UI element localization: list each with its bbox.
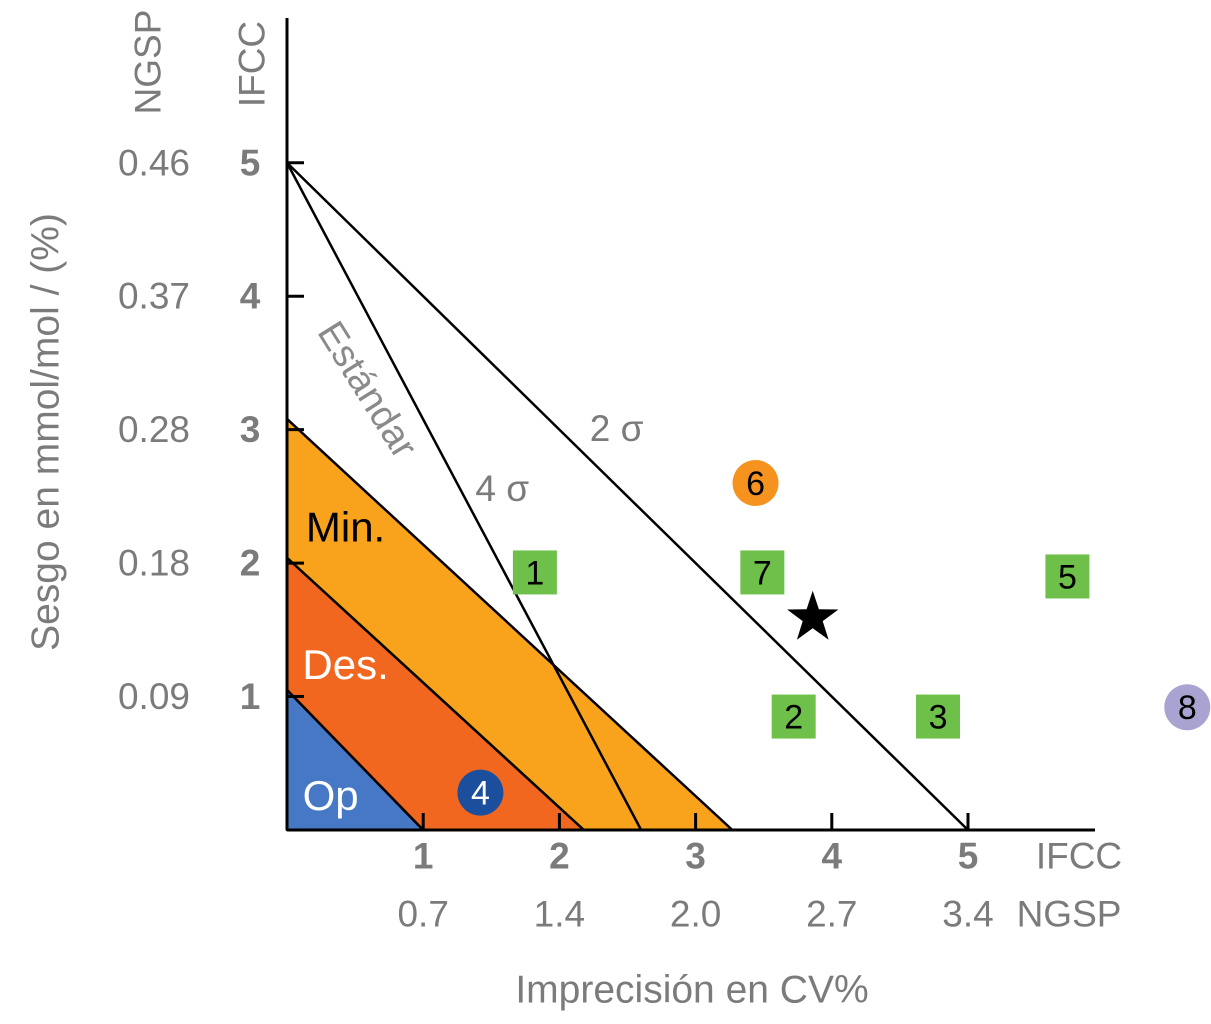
point-8-marker <box>1164 684 1211 731</box>
x-tick-label-ifcc-4: 4 <box>822 836 843 877</box>
y-tick-label-ifcc-3: 3 <box>240 409 261 450</box>
zone-min-label: Min. <box>306 504 385 551</box>
point-7-label: 7 <box>753 554 772 592</box>
x-axis-title: Imprecisión en CV% <box>515 969 868 1012</box>
point-3-marker <box>916 694 961 739</box>
2-sigma-line <box>286 161 969 831</box>
point-4-marker <box>457 769 504 816</box>
x-tick-label-ngsp-3: 2.0 <box>670 894 721 935</box>
y-axis-ifcc-header: IFCC <box>232 21 273 107</box>
x-tick-label-ngsp-1: 0.7 <box>397 894 448 935</box>
point-2-marker <box>771 694 816 739</box>
x-tick-label-ngsp-5: 3.4 <box>942 894 993 935</box>
point-2-label: 2 <box>784 699 803 737</box>
point-6-marker <box>732 460 779 507</box>
x-tick-label-ngsp-2: 1.4 <box>534 894 585 935</box>
point-1-marker <box>512 550 557 595</box>
point-5-marker <box>1045 554 1090 599</box>
y-axis-ngsp-header: NGSP <box>128 10 169 115</box>
x-axis-ngsp-unit-label: NGSP <box>1017 894 1122 935</box>
axes-layer <box>285 18 1095 832</box>
tick-labels-layer: 1 0.7 2 1.4 3 2.0 4 2.7 5 3.4 5 0.46 4 0.37 3 0.28 2 0.18… <box>118 142 994 934</box>
point-7-marker <box>740 550 785 595</box>
point-4-label: 4 <box>471 775 490 813</box>
point-3-label: 3 <box>929 699 948 737</box>
y-tick-label-ifcc-4: 4 <box>240 276 261 317</box>
x-tick-label-ifcc-2: 2 <box>549 836 570 877</box>
2-sigma-label: 2 σ <box>590 408 644 449</box>
x-tick-label-ifcc-1: 1 <box>413 836 434 877</box>
zone-des-label: Des. <box>302 641 388 688</box>
data-points-layer: 1 2 3 4 5 6 7 8 <box>457 460 1211 816</box>
y-tick-label-ngsp-1: 0.09 <box>118 676 190 717</box>
point-6-label: 6 <box>746 465 765 503</box>
sigma-lines-layer: 2 σ 4 σ <box>285 161 969 831</box>
y-tick-label-ngsp-4: 0.37 <box>118 276 190 317</box>
point-star-marker <box>787 590 839 640</box>
y-axis-title: Sesgo en mmol/mol / (%) <box>25 213 68 651</box>
y-tick-label-ngsp-5: 0.46 <box>118 142 190 183</box>
zone-op-label: Op <box>303 772 359 819</box>
y-tick-label-ngsp-2: 0.18 <box>118 543 190 584</box>
point-8-label: 8 <box>1178 689 1197 727</box>
4-sigma-label: 4 σ <box>475 468 529 509</box>
y-tick-label-ngsp-3: 0.28 <box>118 409 190 450</box>
y-tick-label-ifcc-2: 2 <box>240 543 261 584</box>
x-tick-label-ifcc-5: 5 <box>958 836 979 877</box>
y-tick-label-ifcc-5: 5 <box>240 142 261 183</box>
x-axis-ifcc-unit-label: IFCC <box>1036 836 1122 877</box>
y-tick-label-ifcc-1: 1 <box>240 676 261 717</box>
point-5-label: 5 <box>1058 558 1077 596</box>
4-sigma-line <box>285 162 643 831</box>
point-1-label: 1 <box>525 554 544 592</box>
x-tick-label-ngsp-4: 2.7 <box>806 894 857 935</box>
x-tick-label-ifcc-3: 3 <box>685 836 706 877</box>
